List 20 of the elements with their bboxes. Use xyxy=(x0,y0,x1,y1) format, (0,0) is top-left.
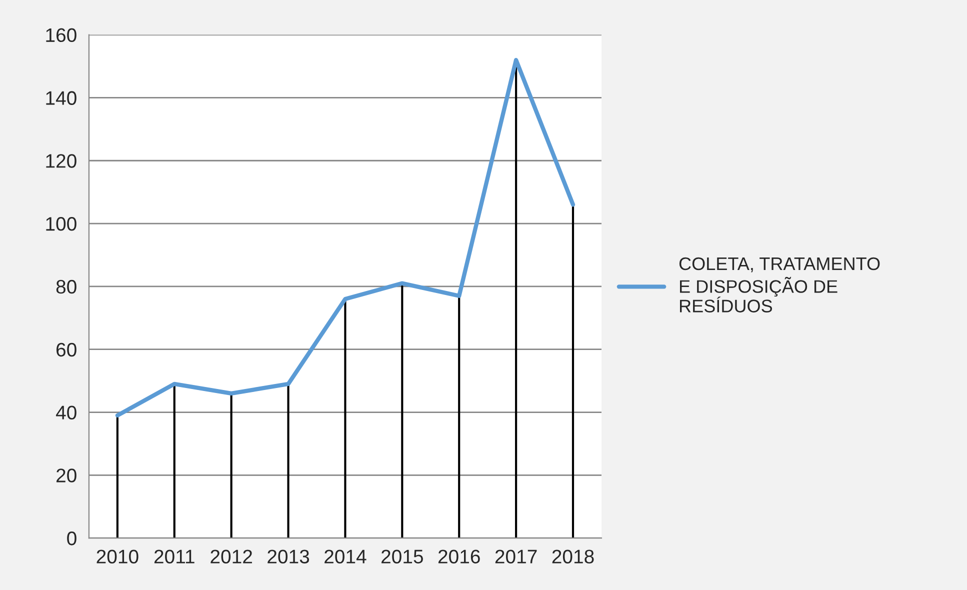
y-tick-label: 140 xyxy=(46,91,76,105)
y-tick-label: 100 xyxy=(46,217,76,231)
x-tick-label: 2012 xyxy=(210,550,252,564)
y-tick-label: 120 xyxy=(46,154,76,168)
y-tick-label: 0 xyxy=(67,532,76,546)
x-tick-label: 2017 xyxy=(495,550,537,564)
y-tick-label: 80 xyxy=(56,280,76,294)
x-tick-label: 2013 xyxy=(268,550,310,564)
x-tick-label: 2018 xyxy=(552,550,594,564)
y-tick-label: 160 xyxy=(46,28,76,42)
x-tick-label: 2015 xyxy=(382,550,423,564)
y-tick-label: 20 xyxy=(56,468,76,482)
x-tick-label: 2016 xyxy=(438,550,480,564)
x-tick-label: 2010 xyxy=(96,550,138,564)
x-tick-label: 2011 xyxy=(154,550,194,564)
line-series xyxy=(115,58,576,418)
legend-label: COLETA, TRATAMENTO E DISPOSIÇÃO DE RESÍDUOS xyxy=(679,257,880,312)
y-tick-label: 60 xyxy=(56,342,76,357)
x-tick-label: 2014 xyxy=(324,550,366,564)
y-tick-label: 40 xyxy=(56,406,76,420)
